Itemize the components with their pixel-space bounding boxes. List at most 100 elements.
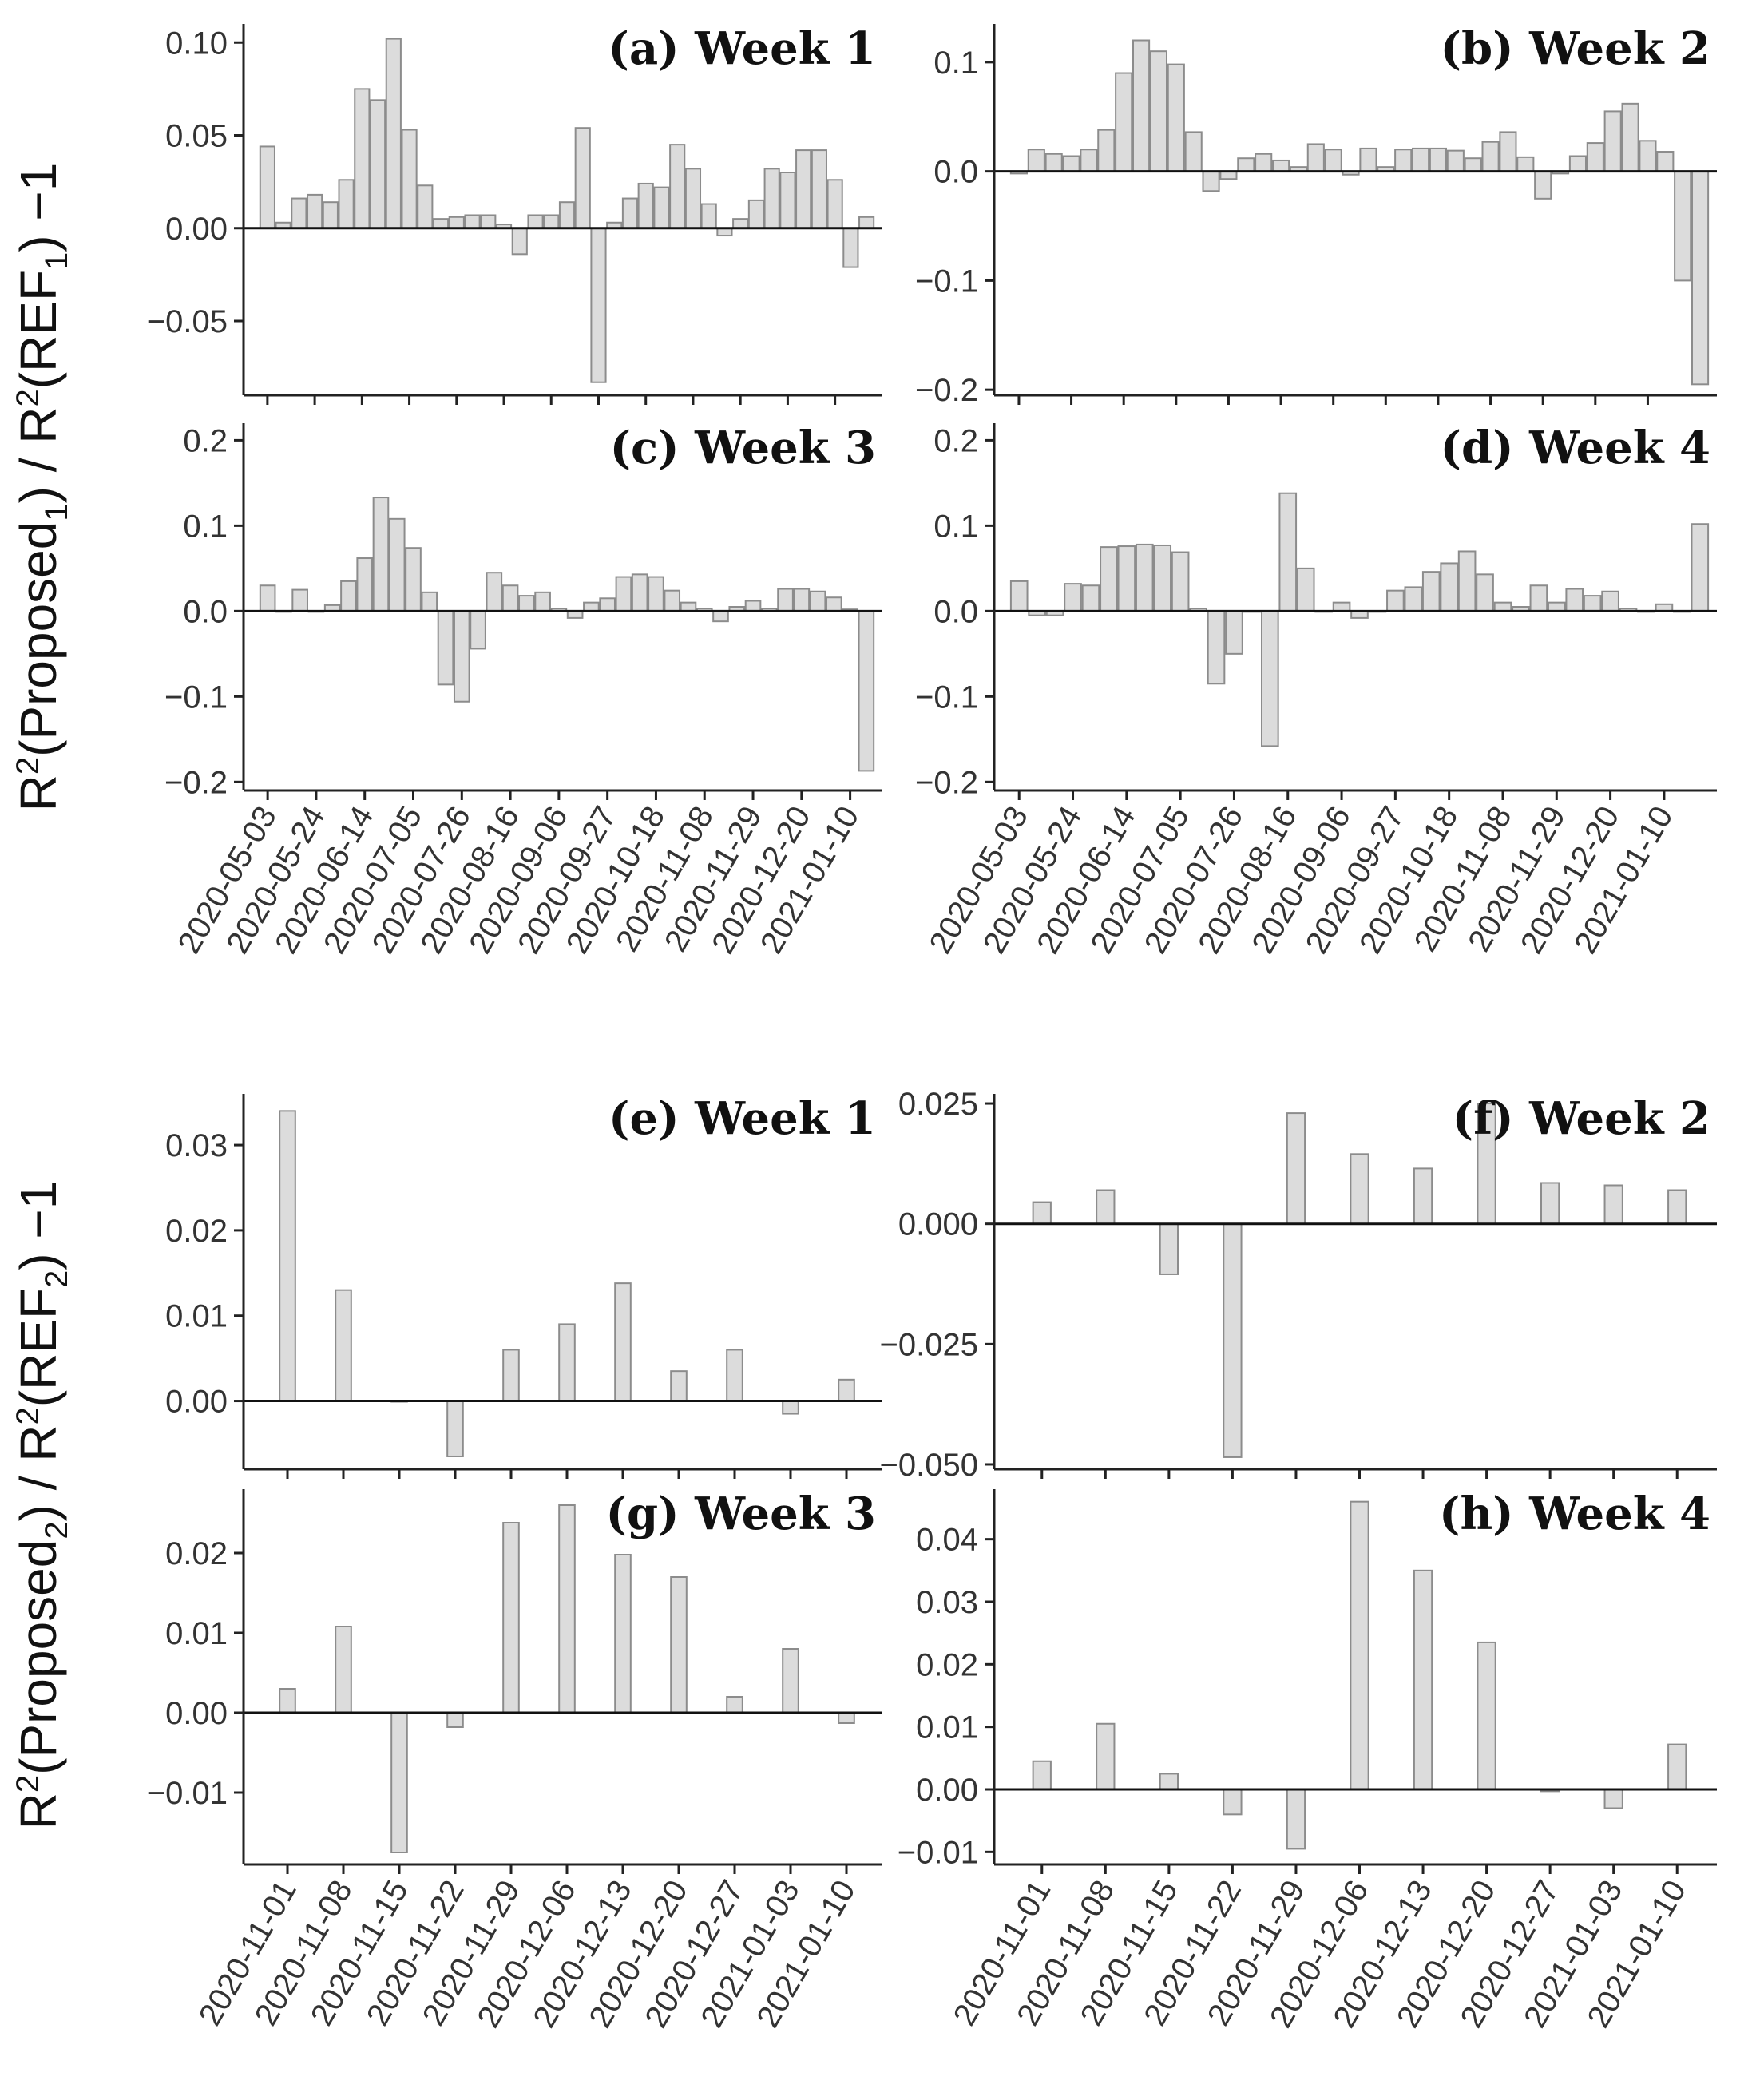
bar [1100,546,1118,612]
bar [583,601,600,612]
bar [390,1712,408,1853]
bar [279,1110,296,1402]
bar [446,1400,464,1457]
y-tick-label: −0.1 [164,680,228,715]
bar [1286,1112,1306,1225]
bar [1350,1153,1369,1225]
panel-title: (b) Week 2 [1441,22,1711,75]
bar [338,179,355,229]
bar [599,597,616,612]
panel-title: (a) Week 1 [608,22,876,75]
bar [726,1349,743,1402]
bar [700,203,717,229]
bar [782,1400,799,1415]
bar [1440,562,1459,612]
bar [777,588,794,612]
bar [1159,1773,1179,1791]
bar [1446,149,1465,172]
panel-title: (e) Week 1 [608,1092,876,1145]
bar [1202,170,1220,192]
bar [437,610,454,686]
bar [1603,1184,1623,1225]
bar [558,1323,576,1402]
bar [1386,589,1405,612]
bar [809,590,826,612]
bar [1499,131,1517,172]
bar [1667,1189,1687,1225]
bar [779,172,796,229]
bar [1477,1641,1496,1791]
y-tick-label: 0.00 [165,1385,228,1420]
bar [1207,610,1226,685]
bar [1255,153,1273,172]
bar [1225,610,1243,655]
bar [621,197,639,229]
bar [1656,151,1675,172]
bar [448,216,465,229]
bar [838,1378,855,1402]
bar [1540,1182,1560,1225]
y-tick-label: 0.1 [933,46,978,81]
y-tick-label: −0.05 [147,304,228,339]
bar [1421,571,1441,612]
bar [1081,584,1100,612]
bar [1674,170,1692,282]
y-tick-label: 0.02 [165,1214,228,1249]
bar [1261,610,1279,747]
bar [385,38,402,229]
bar [1184,131,1203,172]
y-tick-label: 0.0 [933,155,978,190]
bar [1601,590,1619,612]
bar [669,144,686,229]
bar [259,584,276,612]
y-tick-label: 0.000 [898,1207,978,1242]
y-tick-label: 0.02 [916,1647,978,1682]
bar [1132,39,1151,172]
bar [795,149,812,229]
bar [614,1282,632,1402]
bar [486,572,503,612]
panel-b: −0.2 −0.1 0.0 0.1 (b) Week 2 [915,22,1717,408]
bar [1464,157,1482,172]
bar [1359,147,1377,172]
bar [1565,588,1584,612]
bar [1135,543,1154,612]
y-tick-label: −0.01 [147,1776,228,1811]
bar [502,1522,520,1714]
bar [464,214,481,229]
panel-e: 0.00 0.01 0.02 0.03 (e) Week 1 [165,1092,882,1479]
y-axis-label-bottom: R2(Proposed2) / R2(REF2) −1 [10,1181,74,1830]
bar [511,227,528,256]
y-tick-label: −0.01 [898,1835,978,1870]
bar [1476,573,1494,612]
bar [631,573,648,612]
bar [838,1712,855,1724]
bar [1115,72,1133,172]
bar [1691,170,1710,386]
bar [1044,153,1063,172]
panel-d: −0.2−0.10.00.10.22020-05-032020-05-24202… [915,422,1717,960]
y-tick-label: 0.00 [916,1773,978,1808]
y-tick-label: 0.0 [183,594,228,629]
bar [527,214,544,229]
bar [421,591,438,612]
bar [1413,1569,1433,1791]
bar [1223,1789,1243,1816]
bar [291,588,308,612]
panel-title: (f) Week 2 [1453,1092,1710,1145]
y-tick-label: −0.2 [915,765,978,800]
panel-title: (d) Week 4 [1441,422,1711,474]
bar [670,1576,688,1714]
bar [1691,523,1710,612]
y-tick-label: −0.025 [880,1327,978,1362]
bar [335,1289,352,1402]
bar [307,193,323,229]
bar [1032,1201,1052,1225]
bar [335,1626,352,1714]
bar [558,201,576,229]
bar [615,576,632,612]
bar [1586,142,1604,172]
bar [1547,601,1566,612]
bar [1009,580,1029,612]
y-tick-label: 0.00 [165,1696,228,1731]
